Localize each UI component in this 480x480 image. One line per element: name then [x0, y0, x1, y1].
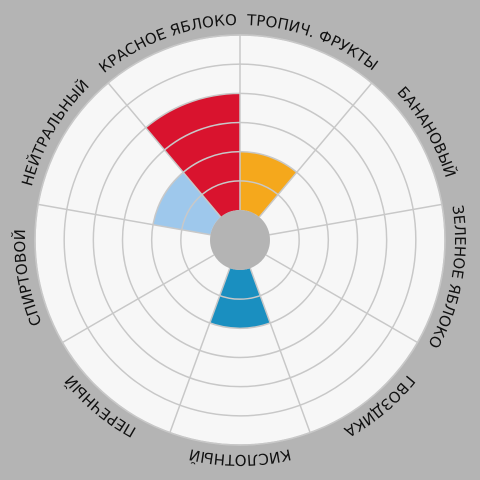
bar-1: [240, 151, 297, 218]
grid-spoke-2: [258, 82, 373, 218]
center-hole: [210, 210, 270, 270]
grid-spoke-5: [249, 267, 311, 433]
category-label: КИСЛОТНЫЙ: [187, 445, 293, 469]
grid-spoke-4: [265, 254, 418, 344]
grid-spoke-7: [62, 254, 215, 344]
grid-spoke-3: [269, 203, 443, 236]
grid-spoke-6: [169, 267, 231, 433]
bar-8: [153, 172, 221, 235]
grid-spoke-9: [107, 82, 222, 218]
grid-spoke-8: [37, 203, 211, 236]
category-label-text: КИСЛОТНЫЙ: [187, 445, 293, 469]
